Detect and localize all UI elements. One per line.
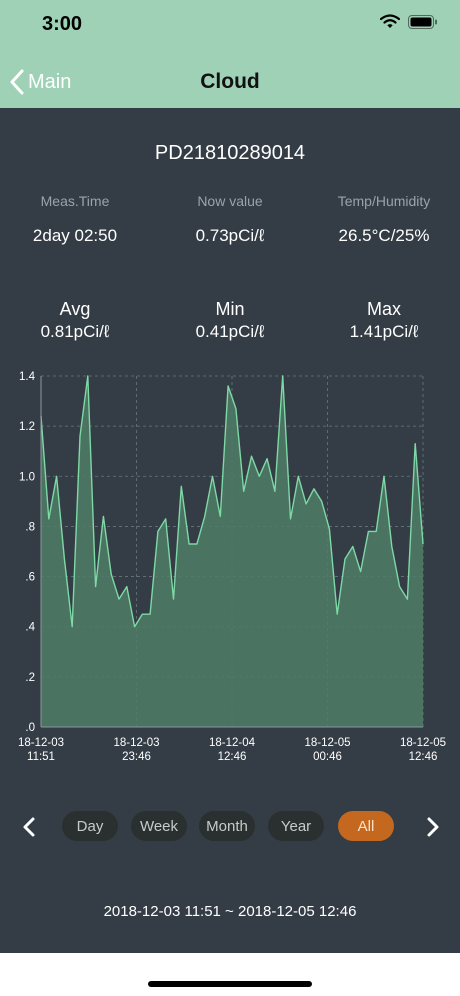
stat-label: Max xyxy=(366,299,401,319)
period-week-button[interactable]: Week xyxy=(131,811,187,841)
stat-avg: Avg 0.81pCi/ℓ xyxy=(0,299,150,342)
battery-icon xyxy=(408,14,437,29)
stat-label: Avg xyxy=(59,299,91,319)
info-meas-time: Meas.Time 2day 02:50 xyxy=(0,193,150,246)
info-label: Meas.Time xyxy=(40,193,110,209)
x-tick-time: 11:51 xyxy=(27,751,55,763)
device-id: PD21810289014 xyxy=(154,142,306,164)
prev-arrow-icon[interactable] xyxy=(15,812,45,842)
x-tick-date: 18-12-03 xyxy=(113,737,159,749)
stat-label: Min xyxy=(215,299,245,319)
radon-chart: .0 .2 .4 .6 .8 1.0 1.2 1.4 18-12-03 11:51 18-12-03… xyxy=(18,371,446,763)
info-temp-humidity: Temp/Humidity 26.5°C/25% xyxy=(309,193,459,246)
stat-max: Max 1.41pCi/ℓ xyxy=(309,299,459,342)
back-button[interactable]: Main xyxy=(10,66,71,98)
header: 3:00 Main Cloud xyxy=(0,0,460,108)
y-tick-label: 1.2 xyxy=(19,421,35,433)
back-label: Main xyxy=(28,70,72,93)
y-tick-label: .8 xyxy=(25,521,35,533)
chart-series-line xyxy=(40,375,424,628)
stat-value: 1.41pCi/ℓ xyxy=(349,322,419,341)
x-tick-date: 18-12-03 xyxy=(18,737,64,749)
y-tick-label: .6 xyxy=(25,572,35,584)
x-tick-time: 12:46 xyxy=(409,751,438,763)
y-tick-label: .4 xyxy=(25,622,35,634)
page-title: Cloud xyxy=(200,70,260,93)
info-value: 26.5°C/25% xyxy=(338,226,430,245)
next-arrow-icon[interactable] xyxy=(417,812,447,842)
info-label: Now value xyxy=(197,193,263,209)
chevron-left-icon xyxy=(10,69,24,95)
x-tick-time: 00:46 xyxy=(313,751,342,763)
info-label: Temp/Humidity xyxy=(337,193,431,209)
y-tick-label: .0 xyxy=(25,722,35,734)
info-value: 2day 02:50 xyxy=(32,226,118,245)
chart-area-fill xyxy=(41,376,423,727)
stat-value: 0.81pCi/ℓ xyxy=(40,322,110,341)
status-time: 3:00 xyxy=(42,13,83,35)
info-value: 0.73pCi/ℓ xyxy=(195,226,265,245)
x-tick-time: 23:46 xyxy=(122,751,151,763)
x-tick-time: 12:46 xyxy=(218,751,247,763)
info-now-value: Now value 0.73pCi/ℓ xyxy=(155,193,305,246)
date-range: 2018-12-03 11:51 ~ 2018-12-05 12:46 xyxy=(103,903,357,920)
period-year-button[interactable]: Year xyxy=(268,811,324,841)
x-tick-date: 18-12-04 xyxy=(209,737,256,749)
x-tick-date: 18-12-05 xyxy=(400,737,446,749)
status-icons xyxy=(380,14,438,29)
y-tick-label: 1.4 xyxy=(19,371,36,383)
period-day-button[interactable]: Day xyxy=(62,811,118,841)
stat-value: 0.41pCi/ℓ xyxy=(195,322,265,341)
period-all-button[interactable]: All xyxy=(338,811,394,841)
home-indicator[interactable] xyxy=(148,981,312,987)
x-tick-date: 18-12-05 xyxy=(304,737,350,749)
y-tick-label: 1.0 xyxy=(19,471,35,483)
wifi-icon xyxy=(380,14,400,28)
period-month-button[interactable]: Month xyxy=(199,811,255,841)
stat-min: Min 0.41pCi/ℓ xyxy=(155,299,305,342)
y-tick-label: .2 xyxy=(25,672,35,684)
